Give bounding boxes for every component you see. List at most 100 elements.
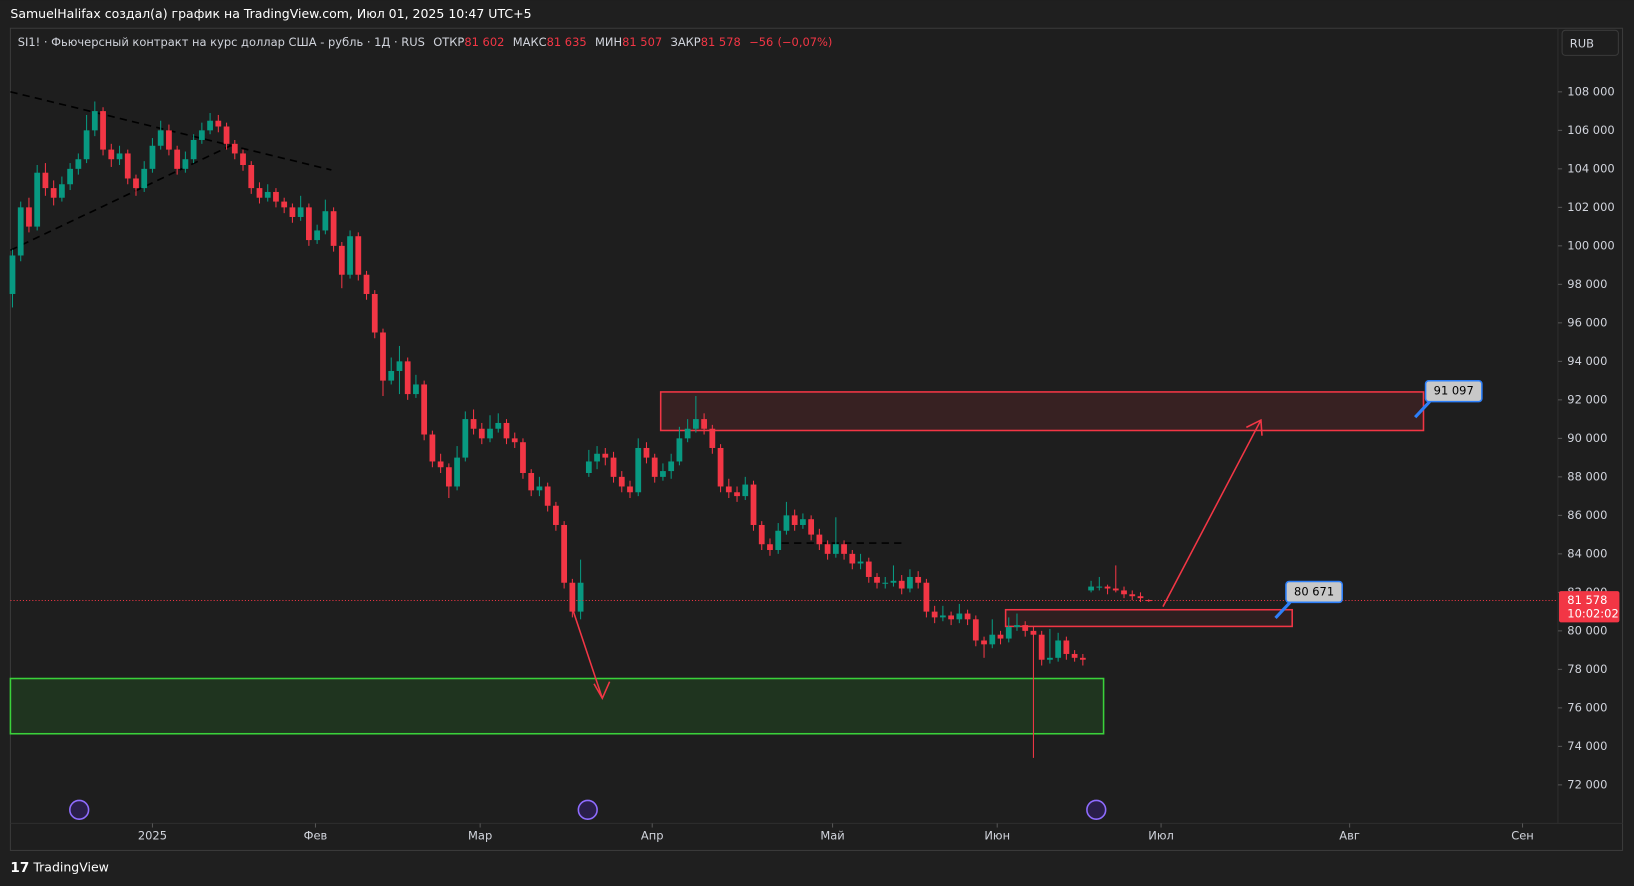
candle-body — [231, 143, 238, 154]
candle-body — [627, 486, 633, 493]
candle-body — [717, 447, 724, 487]
candle-body — [544, 486, 551, 506]
candle-body — [174, 149, 181, 169]
candle-body — [248, 165, 255, 189]
y-tick-label: 104 000 — [1567, 161, 1614, 175]
candle-body — [437, 461, 444, 468]
candle-body — [1030, 630, 1037, 635]
candle-body — [898, 580, 905, 589]
candle-body — [1005, 627, 1012, 639]
candle-body — [536, 486, 543, 491]
candle-body — [577, 582, 584, 612]
x-tick-label: Май — [820, 828, 844, 842]
candle-body — [1014, 625, 1020, 628]
candle-body — [17, 207, 24, 256]
candle-body — [503, 422, 510, 439]
candle-body — [289, 207, 296, 217]
candle-body — [775, 530, 782, 551]
candle-body — [832, 544, 839, 554]
candles — [9, 101, 1152, 758]
candle-body — [1038, 634, 1045, 660]
candle-body — [1071, 653, 1078, 658]
candle-body — [841, 544, 847, 554]
candle-body — [1096, 586, 1103, 588]
y-tick-label: 102 000 — [1567, 200, 1614, 214]
candle-body — [404, 361, 411, 395]
candle-body — [124, 153, 131, 179]
x-tick-label: Фев — [304, 828, 328, 842]
candle-body — [890, 580, 897, 583]
candle-body — [273, 191, 279, 202]
candle-body — [767, 544, 773, 551]
candle-body — [470, 419, 477, 429]
candle-body — [421, 384, 428, 435]
arrow-up — [1162, 418, 1263, 607]
caption: SamuelHalifax создал(а) график на Tradin… — [10, 6, 531, 21]
candle-body — [800, 519, 806, 525]
candle-body — [750, 484, 757, 525]
candle-body — [981, 640, 987, 645]
event-icon[interactable] — [577, 799, 598, 820]
resistance-zone — [659, 391, 1425, 432]
candle-body — [223, 126, 230, 144]
candle-body — [347, 236, 353, 275]
candle-body — [1063, 640, 1070, 654]
candle-body — [207, 120, 213, 131]
low-label: МИН — [595, 34, 622, 48]
candle-body — [948, 615, 954, 620]
x-tick-label: Сен — [1511, 828, 1534, 842]
candle-body — [91, 111, 98, 131]
candle-body — [1079, 657, 1086, 660]
candle-body — [1121, 590, 1127, 595]
event-icon[interactable] — [69, 799, 90, 820]
candle-body — [67, 168, 73, 185]
candle-body — [561, 524, 568, 583]
candle-body — [594, 453, 600, 462]
candle-body — [380, 332, 386, 381]
candle-body — [429, 434, 436, 462]
candle-body — [758, 524, 765, 545]
candle-body — [166, 130, 172, 150]
candle-body — [116, 153, 123, 160]
event-icon[interactable] — [1086, 799, 1107, 820]
candle-body — [997, 634, 1004, 639]
high-value: 81 635 — [547, 34, 587, 48]
last-price-tag — [1558, 591, 1620, 623]
candle-body — [413, 384, 419, 395]
y-tick-label: 88 000 — [1567, 469, 1607, 483]
candle-body — [495, 422, 502, 429]
open-value: 81 602 — [464, 34, 504, 48]
callout-box — [1424, 379, 1483, 403]
candle-body — [783, 515, 790, 531]
callout-box — [1285, 580, 1343, 604]
candle-body — [1112, 588, 1119, 591]
y-tick-label: 98 000 — [1567, 277, 1607, 291]
candle-body — [371, 293, 378, 333]
candle-body — [108, 149, 115, 160]
candle-body — [907, 576, 913, 589]
callout-pointer — [1414, 400, 1431, 419]
x-tick-label: Мар — [468, 828, 492, 842]
low-value: 81 507 — [622, 34, 662, 48]
candle-body — [322, 211, 329, 231]
candle-body — [923, 582, 930, 612]
y-tick-label: 108 000 — [1567, 84, 1614, 98]
candle-body — [454, 457, 460, 487]
y-tick-label: 78 000 — [1567, 662, 1607, 676]
candle-body — [1137, 596, 1144, 599]
candle-body — [618, 476, 625, 487]
currency-button[interactable] — [1561, 29, 1619, 56]
candle-body — [857, 561, 864, 564]
candle-body — [487, 428, 493, 439]
candle-body — [520, 442, 526, 474]
candle-body — [256, 188, 263, 198]
candle-body — [363, 274, 370, 294]
candle-body — [824, 544, 831, 554]
brand: TradingView — [32, 860, 109, 875]
candle-body — [190, 139, 197, 160]
candle-body — [651, 457, 658, 477]
y-tick-label: 96 000 — [1567, 315, 1607, 329]
candle-body — [83, 130, 90, 160]
